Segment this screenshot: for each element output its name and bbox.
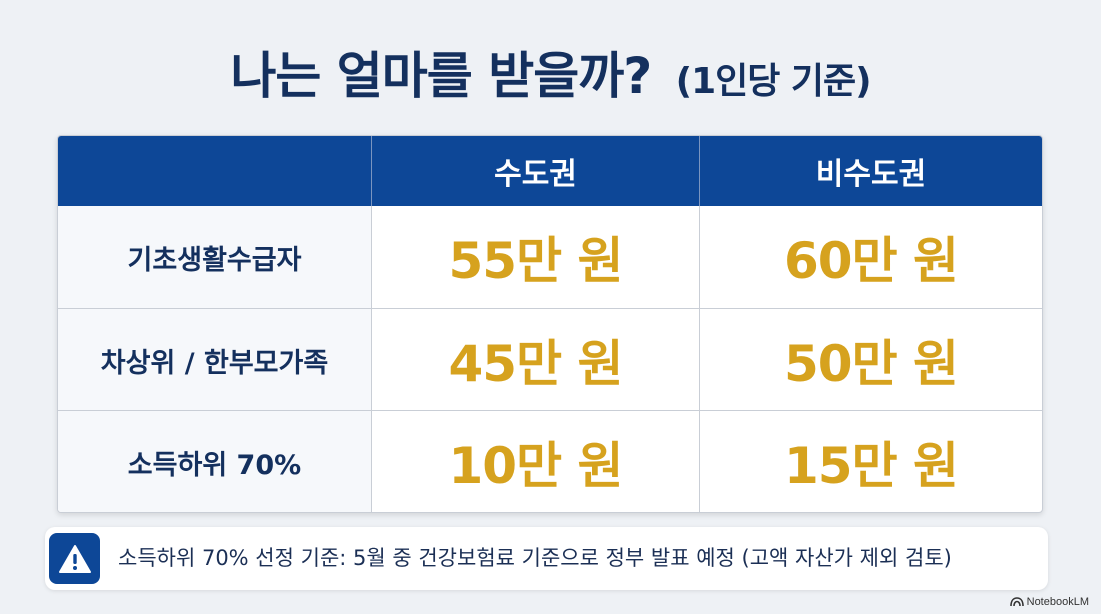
non-capital-amount-cell: 60만 원 (700, 206, 1042, 308)
capital-amount-cell: 10만 원 (372, 411, 700, 512)
page-title: 나는 얼마를 받을까? (1인당 기준) (0, 44, 1101, 114)
capital-amount: 55만 원 (448, 232, 624, 290)
non-capital-amount-cell: 15만 원 (700, 411, 1042, 512)
header-empty-cell (58, 136, 372, 206)
brand-label: NotebookLM (1026, 596, 1089, 608)
header-capital-label: 수도권 (494, 157, 577, 192)
page-title-main: 나는 얼마를 받을까? (230, 47, 652, 105)
capital-amount: 10만 원 (448, 437, 624, 495)
notice-text: 소득하위 70% 선정 기준: 5월 중 건강보험료 기준으로 정부 발표 예정… (118, 546, 952, 570)
non-capital-amount: 15만 원 (784, 437, 959, 495)
row-label-cell: 차상위 / 한부모가족 (58, 309, 372, 411)
row-label-cell: 기초생활수급자 (58, 206, 372, 308)
row-label-cell: 소득하위 70% (58, 411, 372, 512)
row-label: 차상위 / 한부모가족 (100, 347, 329, 379)
header-non-capital-label: 비수도권 (815, 157, 927, 192)
notice-banner: 소득하위 70% 선정 기준: 5월 중 건강보험료 기준으로 정부 발표 예정… (45, 527, 1048, 590)
header-non-capital: 비수도권 (700, 136, 1042, 206)
table-row: 소득하위 70% 10만 원 15만 원 (58, 410, 1042, 512)
table-header-row: 수도권 비수도권 (58, 136, 1042, 206)
capital-amount-cell: 45만 원 (372, 309, 700, 411)
notebooklm-logo-icon (1009, 597, 1024, 607)
page-title-sub: (1인당 기준) (675, 61, 872, 102)
header-capital: 수도권 (372, 136, 700, 206)
brand-watermark: NotebookLM (1009, 596, 1089, 608)
non-capital-amount: 50만 원 (784, 335, 959, 393)
warning-icon (49, 533, 100, 584)
row-label: 소득하위 70% (127, 449, 302, 481)
capital-amount-cell: 55만 원 (372, 206, 700, 308)
capital-amount: 45만 원 (448, 335, 624, 393)
row-label: 기초생활수급자 (127, 244, 302, 276)
support-amount-table: 수도권 비수도권 기초생활수급자 55만 원 60만 원 차상위 / 한부모가족… (57, 135, 1043, 513)
non-capital-amount-cell: 50만 원 (700, 309, 1042, 411)
table-row: 기초생활수급자 55만 원 60만 원 (58, 206, 1042, 308)
table-row: 차상위 / 한부모가족 45만 원 50만 원 (58, 308, 1042, 411)
non-capital-amount: 60만 원 (784, 232, 959, 290)
